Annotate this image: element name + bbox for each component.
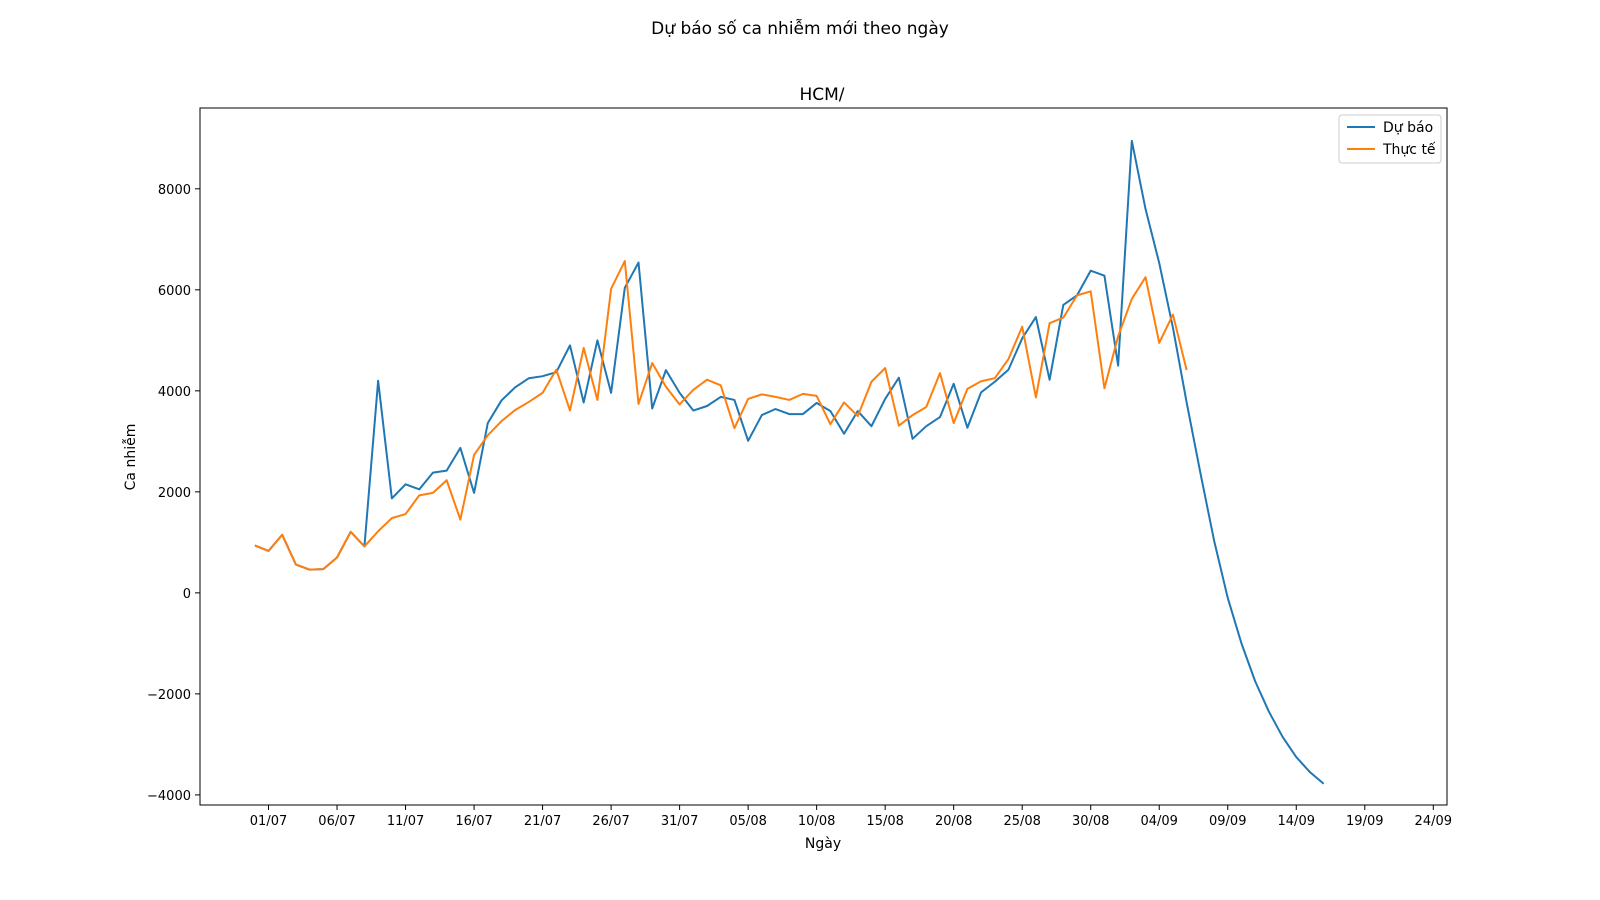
y-axis: 8000 6000 4000 2000 0 −2000 −4000 — [147, 183, 200, 804]
y-tick-label: −2000 — [147, 688, 191, 703]
x-tick-label: 24/09 — [1415, 814, 1452, 829]
x-tick-label: 31/07 — [661, 814, 698, 829]
plot-frame — [199, 107, 1448, 806]
series-layer — [254, 139, 1325, 785]
chart-title: HCM/ — [799, 85, 844, 105]
series-line-du-bao — [254, 139, 1325, 785]
x-tick-label: 04/09 — [1140, 814, 1177, 829]
x-tick-label: 10/08 — [798, 814, 835, 829]
series-line-thuc-te — [254, 260, 1188, 571]
x-tick-label: 16/07 — [455, 814, 492, 829]
x-tick-label: 25/08 — [1003, 814, 1040, 829]
y-tick-label: 4000 — [158, 385, 191, 400]
x-tick-label: 26/07 — [592, 814, 629, 829]
x-tick-label: 01/07 — [250, 814, 287, 829]
x-tick-label: 30/08 — [1072, 814, 1109, 829]
x-tick-label: 21/07 — [524, 814, 561, 829]
legend: Dự báo Thực tế — [1338, 114, 1442, 164]
x-tick-label: 06/07 — [318, 814, 355, 829]
y-axis-label: Ca nhiễm — [122, 424, 139, 491]
y-tick-label: 0 — [183, 587, 191, 602]
x-tick-label: 11/07 — [387, 814, 424, 829]
x-tick-label: 09/09 — [1209, 814, 1246, 829]
x-tick-label: 20/08 — [935, 814, 972, 829]
y-tick-label: 2000 — [158, 486, 191, 501]
y-tick-label: 6000 — [158, 284, 191, 299]
x-axis-label: Ngày — [805, 836, 841, 852]
x-axis: 01/07 06/07 11/07 16/07 21/07 26/07 31/07 05/08… — [250, 805, 1452, 829]
figure-suptitle: Dự báo số ca nhiễm mới theo ngày — [651, 18, 949, 39]
x-tick-label: 05/08 — [729, 814, 766, 829]
x-tick-label: 19/09 — [1346, 814, 1383, 829]
x-tick-label: 14/09 — [1278, 814, 1315, 829]
legend-label-du-bao: Dự báo — [1383, 120, 1433, 136]
legend-label-thuc-te: Thực tế — [1382, 141, 1436, 158]
y-tick-label: 8000 — [158, 183, 191, 198]
x-tick-label: 15/08 — [866, 814, 903, 829]
y-tick-label: −4000 — [147, 789, 191, 804]
